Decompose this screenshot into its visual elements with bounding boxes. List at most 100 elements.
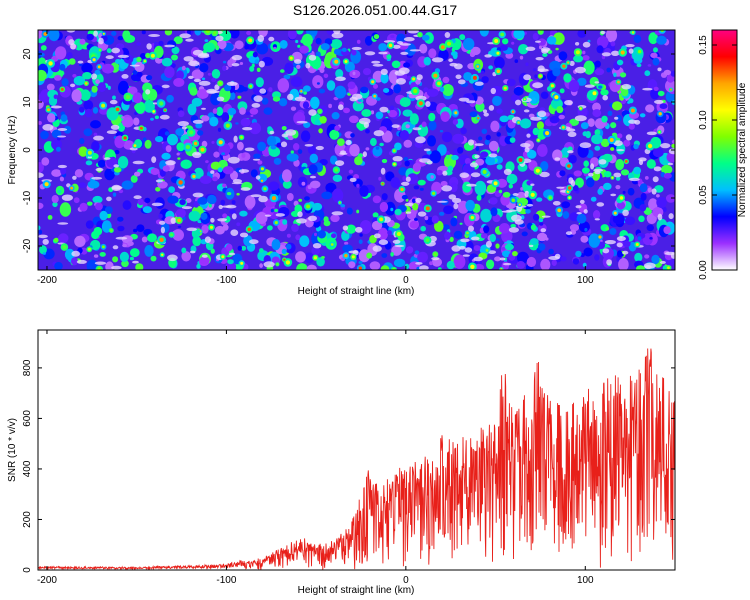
heat-cell [330,214,340,223]
heat-cell [459,34,466,41]
heat-cell [452,133,465,144]
heat-cell [392,44,401,49]
heat-cell [381,193,388,201]
heat-cell [137,265,142,270]
heat-cell [616,114,622,122]
heat-cell [144,139,152,149]
heat-cell [575,205,582,209]
heat-cell [334,59,339,64]
heat-cell [171,46,180,55]
heat-cell [455,74,462,80]
heat-cell [530,183,535,186]
heat-cell [291,51,303,62]
heat-cell [566,128,576,132]
heat-cell [164,66,175,79]
heat-cell [57,135,67,138]
heat-cell [601,52,612,57]
heat-cell [539,30,543,34]
heat-cell [151,156,157,164]
heat-cell [488,65,493,70]
heat-cell [180,159,192,169]
heat-cell [647,187,652,193]
heat-cell [66,30,76,33]
heat-cell [261,97,269,105]
heat-cell [613,72,617,78]
heat-cell [617,133,623,139]
heat-cell [38,30,43,39]
heat-cell [85,220,94,229]
heat-cell [538,218,544,223]
heat-cell [249,84,253,88]
heat-cell [538,38,546,46]
heat-cell [57,164,67,169]
heat-cell [525,62,529,66]
heat-cell [561,201,571,209]
heat-cell [213,151,220,158]
heat-cell [303,91,307,95]
heat-cell [73,75,86,86]
heat-cell [559,170,566,177]
heat-cell [349,96,358,102]
heat-cell [85,108,93,118]
heat-cell [193,201,199,208]
heat-cell [493,181,498,186]
heat-cell [335,69,344,79]
heat-cell [579,142,592,149]
heat-cell [151,202,163,207]
heat-cell [296,263,308,270]
heat-cell [529,238,539,245]
heat-cell [468,225,474,232]
heat-cell [321,256,325,259]
heat-cell [428,112,436,122]
colorbar-tick-label: 0.15 [698,35,709,55]
heat-cell [390,252,394,257]
heat-cell [569,118,579,127]
snr-frame [37,329,676,571]
heat-cell [489,233,496,243]
heat-cell [642,87,653,91]
heat-cell [225,243,233,252]
heat-cell [431,57,444,63]
heat-cell [628,123,635,130]
heat-cell [390,34,395,39]
heat-cell [94,261,107,265]
heat-cell [668,148,675,155]
heat-cell [270,208,274,213]
heat-cell [205,160,209,164]
heat-cell [558,114,565,120]
heat-cell [409,113,419,125]
heat-cell [210,170,215,174]
colorbar-tick-label: 0.05 [698,185,709,205]
heat-cell [530,116,542,121]
heat-cell [335,160,345,167]
heat-cell [271,239,281,251]
heat-cell [113,164,119,168]
heat-cell [663,69,672,76]
heat-cell [518,203,521,206]
heat-cell [53,237,59,243]
heat-cell [502,38,509,45]
heat-cell [582,131,588,137]
heat-cell [258,195,268,203]
heat-cell [135,101,146,114]
heat-cell [434,220,444,232]
heat-cell [380,265,390,270]
heat-cell [239,232,249,238]
heat-cell [51,169,62,177]
heat-cell [580,235,589,243]
heat-cell [176,142,185,152]
heat-cell [451,245,461,252]
heat-cell [112,192,117,197]
heat-cell [61,78,69,87]
heat-cell [92,58,96,62]
heat-cell [300,90,303,93]
heat-cell [417,251,428,263]
heat-cell [315,145,324,151]
heat-cell [312,243,322,249]
heat-cell [263,107,273,115]
spectrogram-x-label: Height of straight line (km) [298,286,415,297]
heat-cell [425,238,430,243]
heat-cell [604,240,617,245]
heat-cell [525,46,536,51]
heat-cell [540,161,549,172]
